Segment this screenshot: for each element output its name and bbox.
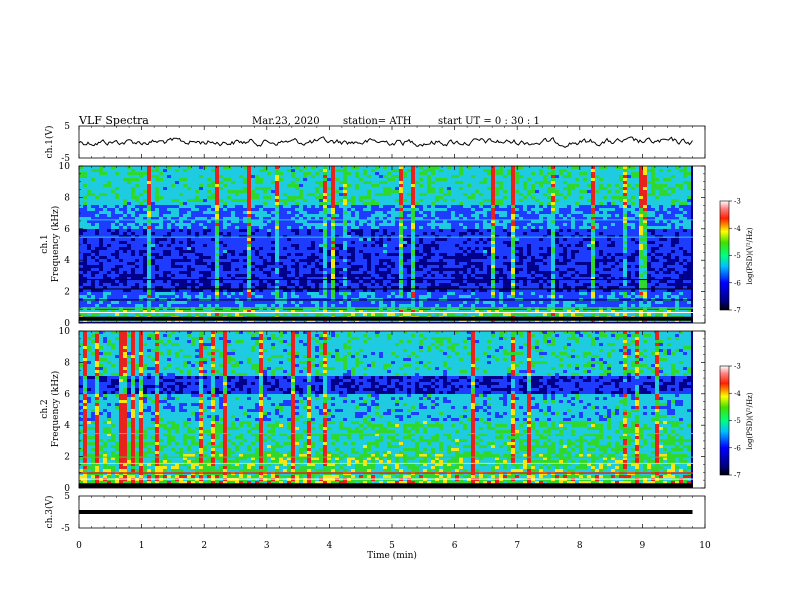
ch2-ytick-label: 6 bbox=[64, 390, 70, 400]
ch1-trace bbox=[78, 136, 693, 148]
station-label: station= ATH bbox=[343, 116, 412, 127]
x-tick-label: 7 bbox=[514, 541, 520, 551]
ch1-spectrogram-cells bbox=[79, 166, 693, 322]
ch2-ytick-label: 4 bbox=[64, 421, 70, 431]
ch2-spectrogram-panel: ch.2 Frequency (kHz) 0 2 4 6 8 10 bbox=[40, 327, 706, 494]
ch1-ytick-label: 6 bbox=[64, 225, 70, 235]
ch1-ytick-label: 8 bbox=[64, 193, 70, 203]
ch1-spec-ylabel-freq: Frequency (kHz) bbox=[50, 206, 61, 283]
ch2-colorbar-tick: -4 bbox=[734, 390, 741, 398]
x-tick-label: 8 bbox=[577, 541, 583, 551]
ch2-colorbar-tick: -3 bbox=[734, 363, 741, 371]
x-axis: 0 1 2 3 4 5 6 7 8 9 10 bbox=[76, 126, 711, 551]
ch1-spectrogram-panel: ch.1 Frequency (kHz) 0 2 4 6 8 10 bbox=[40, 162, 706, 329]
ch1-ytick-label: 10 bbox=[59, 162, 71, 172]
ch1-colorbar: log(PSD)(V²/Hz) -3 -4 -5 -6 -7 bbox=[719, 198, 754, 315]
x-tick-label: 10 bbox=[699, 541, 711, 551]
figure-title: VLF Spectra bbox=[78, 114, 149, 127]
ch1-ytick-label: 2 bbox=[64, 288, 70, 298]
x-tick-label: 4 bbox=[327, 541, 333, 551]
ch1-colorbar-tick: -4 bbox=[734, 225, 741, 233]
start-time-label: start UT = 0 : 30 : 1 bbox=[438, 116, 540, 127]
ch2-colorbar-tick: -5 bbox=[734, 417, 741, 425]
ch1-ylabel: ch.1(V) bbox=[44, 126, 55, 159]
x-tick-label: 3 bbox=[264, 541, 270, 551]
ch2-ytick-label: 8 bbox=[64, 358, 70, 368]
ch2-ytick-label: 0 bbox=[64, 484, 70, 494]
x-tick-label: 0 bbox=[76, 541, 82, 551]
x-tick-label: 6 bbox=[452, 541, 458, 551]
ch1-colorbar-tick: -3 bbox=[734, 198, 741, 206]
ch3-ytick-bottom: -5 bbox=[61, 524, 70, 534]
ch2-spectrogram-cells bbox=[79, 331, 693, 488]
date-label: Mar.23, 2020 bbox=[252, 116, 320, 127]
ch1-ytick-bottom: -5 bbox=[61, 154, 70, 164]
ch1-colorbar-tick: -6 bbox=[734, 279, 741, 287]
ch2-ytick-label: 2 bbox=[64, 453, 70, 463]
x-tick-label: 1 bbox=[139, 541, 145, 551]
x-tick-label: 2 bbox=[201, 541, 207, 551]
ch3-ytick-top: 5 bbox=[64, 492, 70, 502]
ch1-waveform-panel: 5 -5 ch.1(V) bbox=[44, 122, 706, 164]
ch2-spec-ylabel-freq: Frequency (kHz) bbox=[50, 371, 61, 448]
ch2-colorbar-tick: -7 bbox=[734, 472, 741, 480]
ch2-colorbar-label: log(PSD)(V²/Hz) bbox=[746, 392, 754, 449]
x-tick-label: 9 bbox=[640, 541, 646, 551]
ch1-colorbar-label: log(PSD)(V²/Hz) bbox=[746, 227, 754, 284]
ch1-colorbar-tick: -7 bbox=[734, 307, 741, 315]
ch2-colorbar: log(PSD)(V²/Hz) -3 -4 -5 -6 -7 bbox=[719, 363, 754, 480]
ch3-ylabel: ch.3(V) bbox=[44, 496, 55, 529]
ch2-colorbar-tick: -6 bbox=[734, 444, 741, 452]
ch1-ytick-label: 0 bbox=[64, 319, 70, 329]
ch1-colorbar-tick: -5 bbox=[734, 252, 741, 260]
ch1-ytick-top: 5 bbox=[64, 122, 70, 132]
ch1-spec-ylabel-ch: ch.1 bbox=[40, 234, 50, 253]
ch1-ytick-label: 4 bbox=[64, 256, 70, 266]
x-tick-label: 5 bbox=[389, 541, 395, 551]
ch2-ytick-label: 10 bbox=[59, 327, 71, 337]
x-axis-label: Time (min) bbox=[367, 550, 417, 561]
ch2-spec-ylabel-ch: ch.2 bbox=[40, 399, 50, 418]
ch3-waveform-panel: 5 -5 ch.3(V) bbox=[44, 492, 706, 534]
